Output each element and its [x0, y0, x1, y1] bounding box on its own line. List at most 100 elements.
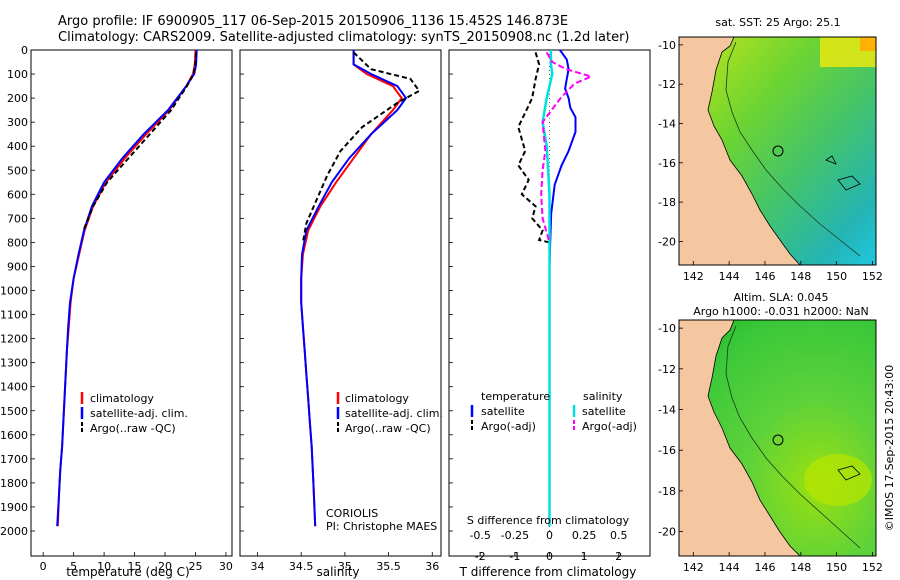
- land-mass: [679, 320, 801, 556]
- series-line-s-satellite: [541, 50, 554, 527]
- lat-tick-label: -10: [658, 322, 676, 335]
- legend-label-t-argo: Argo(-adj): [481, 420, 536, 433]
- lat-tick-label: -20: [658, 526, 676, 539]
- x-tick-label: 5: [70, 560, 77, 573]
- argo-location-marker: [772, 145, 784, 157]
- series-line-argo-raw-qc-: [82, 52, 198, 231]
- series-line-argo-raw-qc-: [301, 51, 421, 243]
- depth-tick-label: 900: [7, 260, 28, 273]
- sla-map: Altim. SLA: 0.045 Argo h1000: -0.031 h20…: [658, 291, 883, 574]
- depth-tick-label: 200: [7, 92, 28, 105]
- series-line-t-argo-adj-: [517, 52, 550, 244]
- legend-label-satellite: satellite-adj. clim.: [345, 407, 443, 420]
- sla-map-axes: 142 144 146 148 150 152 -10 -12 -14 -16 -18 -20: [658, 322, 883, 574]
- x-tick-label: 35: [338, 560, 352, 573]
- series-line-climatology: [56, 49, 197, 527]
- reef-island: [837, 175, 861, 191]
- depth-tick-label: 600: [7, 188, 28, 201]
- difference-legend: temperature salinity satellite Argo(-adj…: [470, 390, 637, 433]
- sla-map-frame: [678, 319, 877, 557]
- temperature-xlabel: temperature (deg C): [66, 565, 189, 579]
- depth-tick-label: 1900: [0, 501, 28, 514]
- imos-credit: ©IMOS 17-Sep-2015 20:43:00: [883, 365, 896, 531]
- sst-map-title: sat. SST: 25 Argo: 25.1: [715, 16, 840, 29]
- coriolis-label: CORIOLIS: [326, 507, 378, 520]
- s-tick-label: 0.25: [572, 529, 597, 542]
- temperature-plot: 0 5 10 15 20 25 30: [40, 49, 233, 573]
- temperature-legend: climatology satellite-adj. clim. Argo(..…: [80, 392, 188, 435]
- x-tick-label: 10: [97, 560, 111, 573]
- salinity-panel-frame: [239, 49, 442, 557]
- s-tick-label: 0: [546, 529, 553, 542]
- x-tick-label: 15: [128, 560, 142, 573]
- x-tick-label: 34.5: [289, 560, 314, 573]
- lat-tick-label: -14: [658, 117, 676, 130]
- sst-map: sat. SST: 25 Argo: 25.1 142 144 146 148 150 1…: [658, 16, 883, 283]
- depth-tick-label: 1600: [0, 429, 28, 442]
- legend-label-t-satellite: satellite: [481, 405, 525, 418]
- x-tick-label: 30: [219, 560, 233, 573]
- x-tick-label: 20: [158, 560, 172, 573]
- legend-title-temperature: temperature: [481, 390, 550, 403]
- depth-tick-label: 1100: [0, 309, 28, 322]
- reef-island: [837, 465, 861, 481]
- depth-tick-label: 100: [7, 68, 28, 81]
- salinity-xlabel: salinity: [316, 565, 359, 579]
- x-tick-label: 1: [581, 550, 588, 563]
- depth-tick-label: 300: [7, 116, 28, 129]
- legend-label-argo: Argo(..raw -QC): [90, 422, 176, 435]
- lat-tick-label: -10: [658, 39, 676, 52]
- lat-tick-label: -18: [658, 196, 676, 209]
- depth-tick-label: 700: [7, 212, 28, 225]
- series-line-satellite-adj-clim-: [300, 50, 408, 527]
- temperature-panel-frame: [30, 49, 233, 557]
- sst-warm-spot: [860, 37, 876, 51]
- depth-tick-label: 0: [21, 44, 28, 57]
- legend-label-satellite: satellite-adj. clim.: [90, 407, 188, 420]
- lon-tick-label: 148: [790, 270, 811, 283]
- land-mass: [679, 37, 801, 265]
- legend-label-climatology: climatology: [345, 392, 409, 405]
- depth-tick-label: 1800: [0, 477, 28, 490]
- legend-label-s-satellite: satellite: [582, 405, 626, 418]
- depth-tick-label: 1500: [0, 405, 28, 418]
- lon-tick-label: 152: [862, 270, 883, 283]
- depth-tick-label: 400: [7, 140, 28, 153]
- sst-map-frame: [678, 36, 877, 266]
- depth-tick-label: 500: [7, 164, 28, 177]
- x-tick-label: 36: [425, 560, 439, 573]
- salinity-legend: climatology satellite-adj. clim. Argo(..…: [336, 392, 443, 435]
- s-tick-label: 0.5: [610, 529, 628, 542]
- lon-tick-label: 144: [719, 561, 740, 574]
- x-tick-label: 0: [546, 550, 553, 563]
- lat-tick-label: -18: [658, 485, 676, 498]
- reef-contour: [725, 325, 861, 549]
- depth-tick-label: 1400: [0, 381, 28, 394]
- lon-tick-label: 150: [826, 561, 847, 574]
- sla-map-title: Altim. SLA: 0.045: [733, 291, 828, 304]
- series-line-t-satellite: [548, 49, 577, 527]
- salinity-plot: 34 34.5 35 35.5 36: [250, 50, 439, 573]
- x-tick-label: 34: [250, 560, 264, 573]
- depth-tick-label: 2000: [0, 525, 28, 538]
- legend-label-climatology: climatology: [90, 392, 154, 405]
- series-line-climatology: [300, 50, 403, 527]
- sst-map-axes: 142 144 146 148 150 152 -10 -12 -14 -16 -18 -20: [658, 39, 883, 283]
- legend-label-s-argo: Argo(-adj): [582, 420, 637, 433]
- lat-tick-label: -12: [658, 78, 676, 91]
- depth-tick-label: 1000: [0, 285, 28, 298]
- x-tick-label: -2: [475, 550, 486, 563]
- lat-tick-label: -16: [658, 157, 676, 170]
- s-tick-label: -0.25: [501, 529, 529, 542]
- lat-tick-label: -12: [658, 363, 676, 376]
- x-tick-label: 2: [615, 550, 622, 563]
- depth-tick-label: 800: [7, 236, 28, 249]
- lon-tick-label: 152: [862, 561, 883, 574]
- x-tick-label: 25: [188, 560, 202, 573]
- legend-title-salinity: salinity: [583, 390, 623, 403]
- argo-location-marker: [772, 434, 784, 446]
- series-line-satellite-adj-clim-: [56, 49, 198, 527]
- lon-tick-label: 142: [683, 561, 704, 574]
- lon-tick-label: 146: [754, 270, 775, 283]
